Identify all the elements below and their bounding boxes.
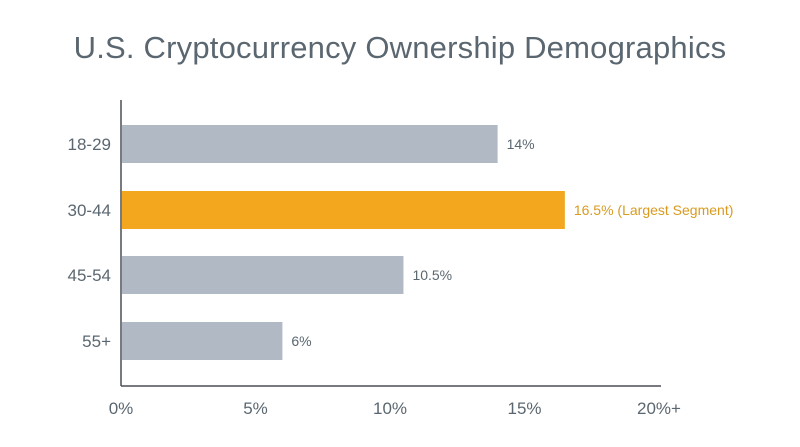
axes [120,100,661,387]
bars-group [122,125,565,360]
x-tick-label: 15% [507,399,541,418]
x-tick-label: 0% [109,399,134,418]
value-label: 14% [507,136,535,152]
value-label: 6% [291,333,311,349]
x-tick-label: 20%+ [637,399,681,418]
value-labels: 14% 16.5% (Largest Segment) 10.5% 6% [291,136,733,349]
bar-45-54 [122,256,404,294]
value-label: 10.5% [412,267,452,283]
category-labels: 18-29 30-44 45-54 55+ [68,135,112,351]
category-label: 55+ [82,332,111,351]
x-tick-label: 5% [243,399,268,418]
category-label: 18-29 [68,135,111,154]
chart-title: U.S. Cryptocurrency Ownership Demographi… [73,30,727,65]
x-tick-label: 10% [373,399,407,418]
x-tick-labels: 0% 5% 10% 15% 20%+ [109,399,681,418]
category-label: 45-54 [68,266,111,285]
bar-30-44 [122,191,565,229]
bar-18-29 [122,125,498,163]
category-label: 30-44 [68,201,111,220]
bar-55+ [122,322,283,360]
value-label: 16.5% (Largest Segment) [574,202,734,218]
